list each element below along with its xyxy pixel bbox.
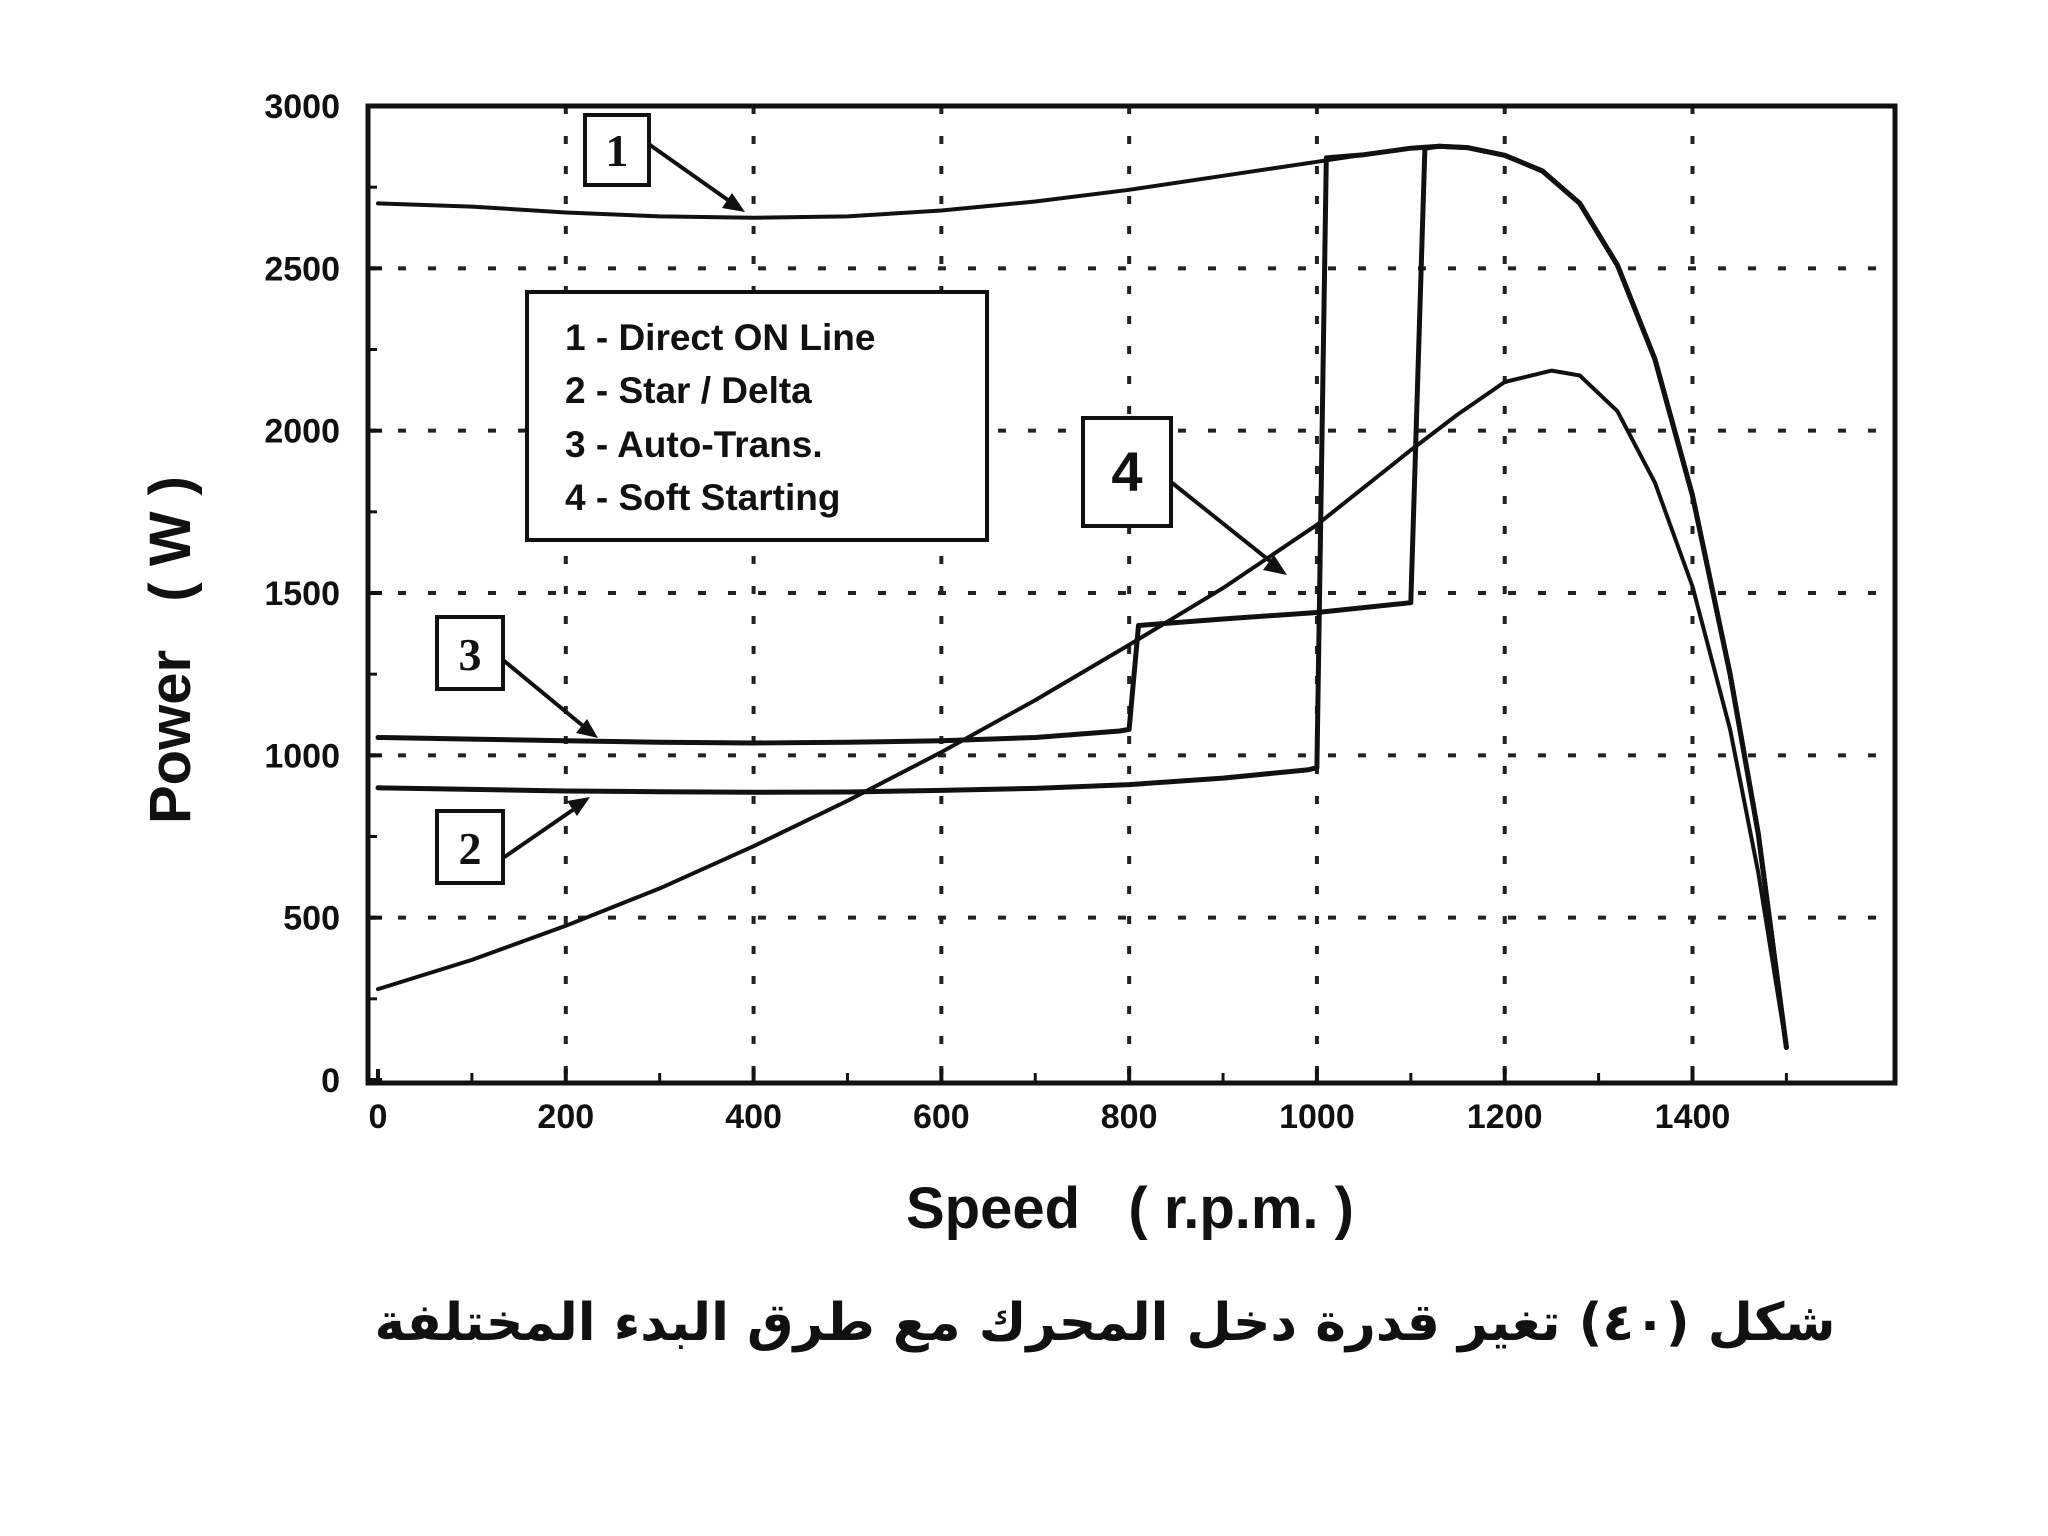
x-tick-label: 0	[369, 1098, 388, 1136]
legend-entry-1: 1 - Direct ON Line	[565, 317, 875, 358]
arrowhead-3	[576, 719, 598, 738]
figure-caption: شكل (٤٠) تغير قدرة دخل المحرك مع طرق الب…	[374, 1293, 1835, 1353]
grid	[368, 106, 1895, 1083]
callout-4: 4	[1081, 416, 1287, 575]
tag-label-1: 1	[606, 125, 629, 176]
y-tick-label: 3000	[264, 88, 340, 126]
callout-2: 2	[435, 797, 590, 885]
x-tick-label: 200	[537, 1098, 594, 1136]
series-lines	[375, 143, 1789, 1050]
ticks: 0 200 400 600 800 1000 1200 1400 0 500 1000 1500 200…	[264, 88, 1788, 1136]
x-tick-label: 1200	[1467, 1098, 1543, 1136]
tag-box-3	[435, 615, 505, 691]
y-tick-label: 0	[321, 1062, 340, 1100]
x-tick-label: 800	[1101, 1098, 1158, 1136]
arrow-2	[501, 803, 582, 860]
legend-entry-4: 4 - Soft Starting	[565, 477, 840, 518]
tag-label-2: 2	[459, 823, 482, 874]
series-line-2	[375, 143, 1789, 1050]
y-tick-label: 2000	[264, 413, 340, 451]
arrowhead-4	[1263, 555, 1287, 575]
tag-label-3: 3	[459, 629, 482, 680]
arrow-1	[648, 143, 737, 207]
legend-entry-3: 3 - Auto-Trans.	[565, 424, 823, 465]
callout-3: 3	[435, 615, 598, 738]
arrowhead-2	[567, 797, 590, 816]
x-tick-label: 1000	[1279, 1098, 1355, 1136]
callout-1: 1	[583, 113, 745, 212]
y-tick-label: 500	[283, 900, 340, 938]
x-axis-title: Speed ( r.p.m. )	[906, 1176, 1354, 1241]
tag-box-2	[435, 809, 505, 885]
arrowhead-1	[722, 193, 745, 212]
series-line-1	[376, 144, 1789, 1050]
legend: 1 - Direct ON Line 2 - Star / Delta 3 - …	[525, 290, 989, 542]
legend-box	[525, 290, 989, 542]
arrow-4	[1169, 480, 1277, 567]
x-tick-label: 1400	[1655, 1098, 1731, 1136]
series-line-3	[375, 143, 1789, 1050]
tag-label-4: 4	[1111, 440, 1142, 503]
y-tick-label: 1500	[264, 575, 340, 613]
tag-box-4	[1081, 416, 1173, 528]
legend-entry-2: 2 - Star / Delta	[565, 370, 812, 411]
series-line-4	[376, 368, 1789, 1050]
y-axis-title: Power ( W )	[138, 476, 203, 824]
y-tick-label: 1000	[264, 737, 340, 775]
y-tick-label: 2500	[264, 250, 340, 288]
tag-box-1	[583, 113, 651, 187]
x-tick-label: 600	[913, 1098, 970, 1136]
arrow-3	[501, 658, 590, 732]
x-tick-label: 400	[725, 1098, 782, 1136]
